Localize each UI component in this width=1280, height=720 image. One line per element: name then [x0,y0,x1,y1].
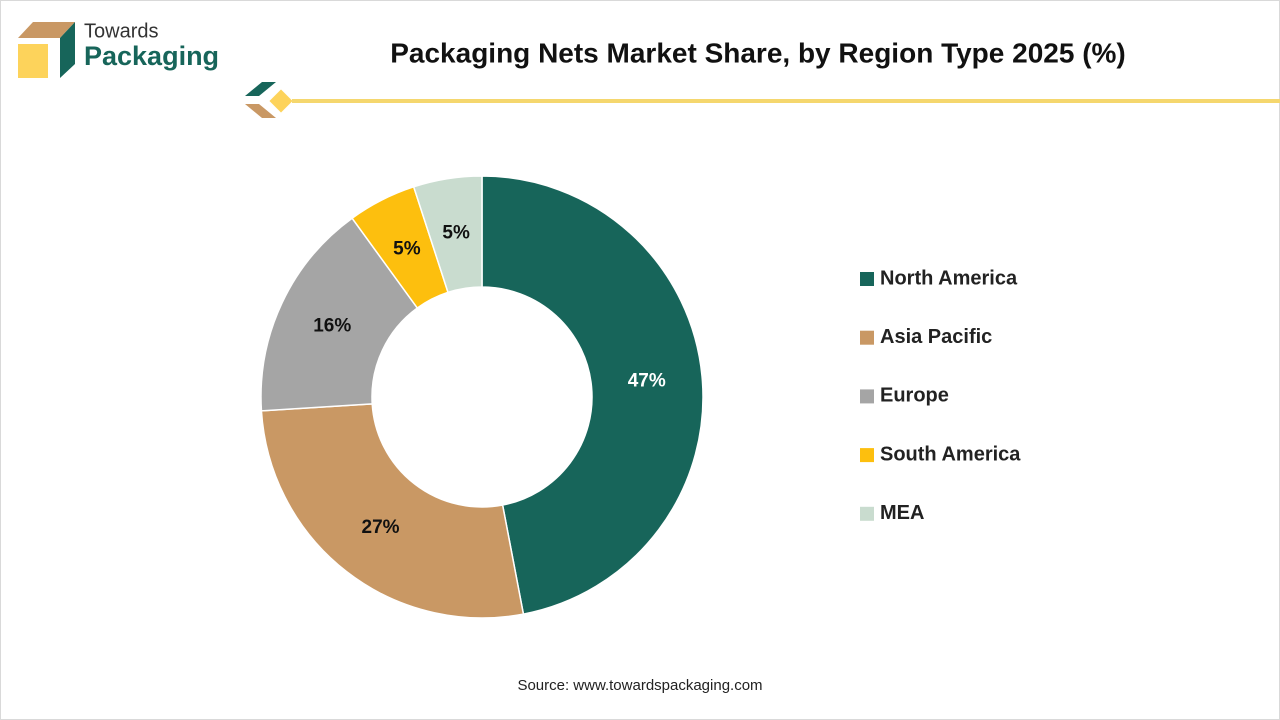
legend-swatch [860,506,874,521]
legend-swatch [860,330,874,345]
donut-slice [481,175,704,615]
donut-slice [412,175,483,294]
data-label: 27% [362,517,400,538]
data-label: 5% [393,239,421,260]
source: Source: www.towardspackaging.com [517,677,762,694]
donut-slice [260,403,525,619]
legend-label: Asia Pacific [880,326,992,348]
legend-label: Europe [880,385,949,407]
data-label: 5% [442,223,470,244]
brand-line1: Towards [84,20,158,42]
legend-swatch [860,389,874,404]
logo: Towards Packaging [18,20,219,78]
legend-label: North America [880,267,1018,289]
legend-swatch [860,448,874,463]
legend-label: MEA [880,502,924,524]
data-label: 16% [313,316,351,337]
legend-label: South America [880,443,1021,465]
chart-title: Packaging Nets Market Share, by Region T… [390,37,1126,68]
donut-slice [260,217,419,412]
legend-swatch [860,272,874,286]
brand-line2: Packaging [84,41,219,71]
title-decoration [245,82,1280,118]
data-label: 47% [628,370,666,391]
